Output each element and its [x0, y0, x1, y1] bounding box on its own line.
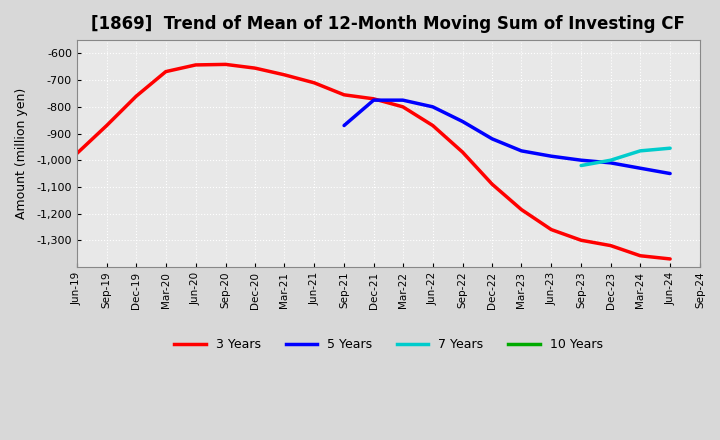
- Legend: 3 Years, 5 Years, 7 Years, 10 Years: 3 Years, 5 Years, 7 Years, 10 Years: [169, 333, 608, 356]
- Title: [1869]  Trend of Mean of 12-Month Moving Sum of Investing CF: [1869] Trend of Mean of 12-Month Moving …: [91, 15, 685, 33]
- Y-axis label: Amount (million yen): Amount (million yen): [15, 88, 28, 219]
